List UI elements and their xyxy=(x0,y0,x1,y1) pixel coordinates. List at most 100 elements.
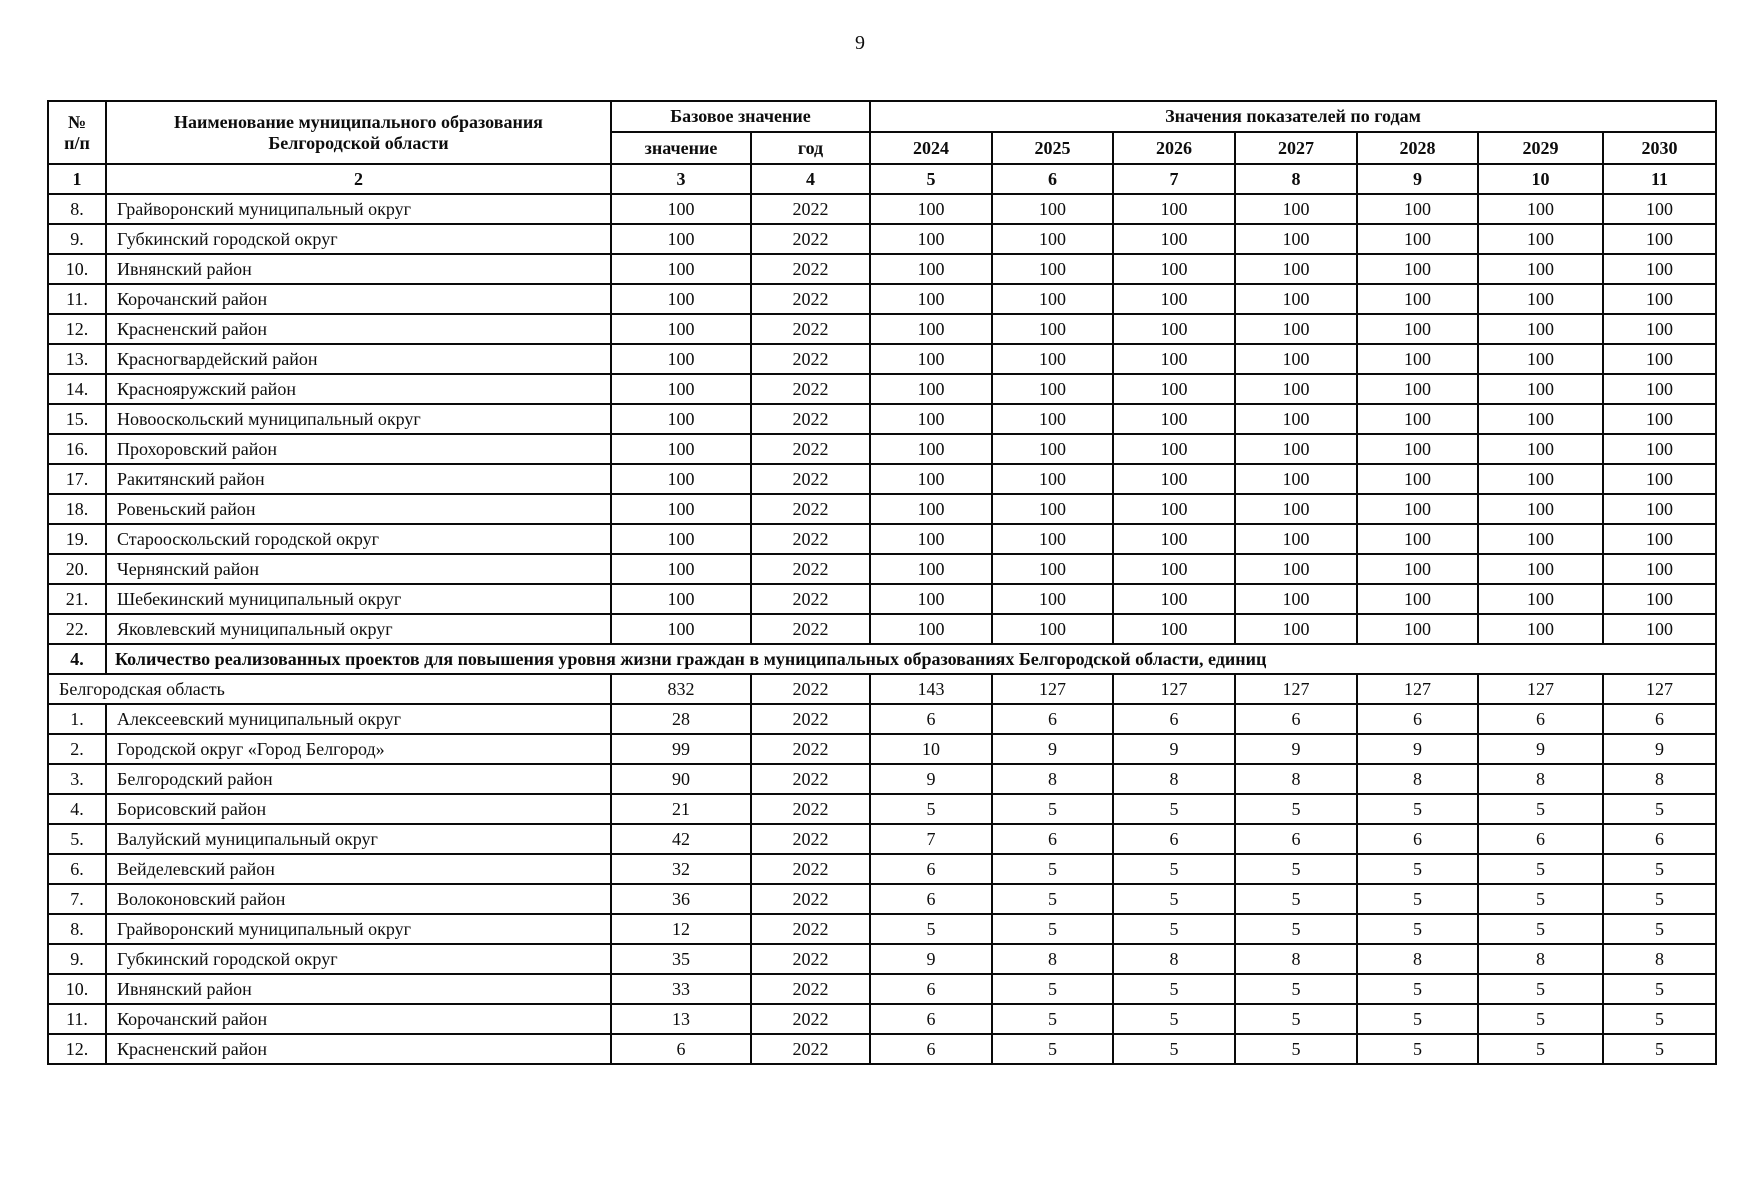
municipality-name: Шебекинский муниципальный округ xyxy=(105,583,612,615)
col-header-base-group: Базовое значение xyxy=(610,100,871,133)
year-column-header: 2025 xyxy=(991,131,1114,165)
year-value: 8 xyxy=(1112,763,1236,795)
year-value: 5 xyxy=(869,913,993,945)
year-value: 9 xyxy=(1356,733,1479,765)
year-value: 100 xyxy=(1356,283,1479,315)
year-value: 8 xyxy=(1356,943,1479,975)
municipality-name: Городской округ «Город Белгород» xyxy=(105,733,612,765)
year-value: 5 xyxy=(1356,1003,1479,1035)
base-value: 36 xyxy=(610,883,752,915)
year-value: 6 xyxy=(1356,703,1479,735)
base-value: 100 xyxy=(610,253,752,285)
year-value: 100 xyxy=(1356,433,1479,465)
year-value: 100 xyxy=(1234,463,1358,495)
base-value: 32 xyxy=(610,853,752,885)
table-row: 4. Борисовский район 21 2022 5 5 5 5 5 5 5 xyxy=(47,793,1718,825)
year-value: 5 xyxy=(991,883,1114,915)
municipality-name: Старооскольский городской округ xyxy=(105,523,612,555)
year-value: 5 xyxy=(991,793,1114,825)
row-number: 16. xyxy=(47,433,107,465)
base-value: 100 xyxy=(610,313,752,345)
year-value: 127 xyxy=(1112,673,1236,705)
row-number: 12. xyxy=(47,313,107,345)
year-value: 5 xyxy=(1477,1003,1604,1035)
year-value: 100 xyxy=(1477,313,1604,345)
year-value: 5 xyxy=(1477,883,1604,915)
base-value: 33 xyxy=(610,973,752,1005)
base-year: 2022 xyxy=(750,283,871,315)
municipality-name: Вейделевский район xyxy=(105,853,612,885)
municipality-name: Чернянский район xyxy=(105,553,612,585)
municipality-name: Краснояружский район xyxy=(105,373,612,405)
year-value: 100 xyxy=(1356,343,1479,375)
municipality-name: Ракитянский район xyxy=(105,463,612,495)
row-number: 11. xyxy=(47,1003,107,1035)
year-value: 100 xyxy=(1601,313,1718,345)
year-value: 100 xyxy=(869,343,993,375)
base-value: 35 xyxy=(610,943,752,975)
table-row: 7. Волоконовский район 36 2022 6 5 5 5 5 5 5 xyxy=(47,883,1718,915)
region-name: Белгородская область xyxy=(47,673,612,705)
row-number: 13. xyxy=(47,343,107,375)
base-value: 42 xyxy=(610,823,752,855)
col-header-num-line1: № xyxy=(67,111,87,132)
municipality-name: Корочанский район xyxy=(105,1003,612,1035)
year-value: 100 xyxy=(869,373,993,405)
year-value: 6 xyxy=(869,853,993,885)
year-value: 100 xyxy=(1477,373,1604,405)
year-value: 100 xyxy=(1234,223,1358,255)
row-number: 1. xyxy=(47,703,107,735)
year-value: 6 xyxy=(869,883,993,915)
column-index: 4 xyxy=(750,163,871,195)
row-number: 7. xyxy=(47,883,107,915)
year-column-header: 2028 xyxy=(1356,131,1479,165)
row-number: 8. xyxy=(47,913,107,945)
municipality-name: Корочанский район xyxy=(105,283,612,315)
year-value: 5 xyxy=(1234,1033,1358,1065)
year-value: 8 xyxy=(1601,943,1718,975)
year-value: 100 xyxy=(1601,343,1718,375)
row-number: 12. xyxy=(47,1033,107,1065)
table-row: 10. Ивнянский район 33 2022 6 5 5 5 5 5 5 xyxy=(47,973,1718,1005)
year-value: 100 xyxy=(1356,223,1479,255)
year-value: 100 xyxy=(1601,553,1718,585)
table-row: 8. Грайворонский муниципальный округ 12 202… xyxy=(47,913,1718,945)
year-value: 100 xyxy=(991,553,1114,585)
year-value: 6 xyxy=(869,973,993,1005)
year-value: 8 xyxy=(1112,943,1236,975)
base-value: 21 xyxy=(610,793,752,825)
table-row: 1. Алексеевский муниципальный округ 28 2022… xyxy=(47,703,1718,735)
year-value: 100 xyxy=(1112,433,1236,465)
municipality-name: Новооскольский муниципальный округ xyxy=(105,403,612,435)
row-number: 10. xyxy=(47,253,107,285)
municipality-name: Борисовский район xyxy=(105,793,612,825)
section-header-row: 4. Количество реализованных проектов для … xyxy=(47,643,1718,675)
year-value: 127 xyxy=(1477,673,1604,705)
year-value: 5 xyxy=(991,1003,1114,1035)
year-value: 100 xyxy=(1112,343,1236,375)
year-value: 6 xyxy=(1601,823,1718,855)
year-value: 5 xyxy=(991,973,1114,1005)
column-index-row: 1 2 3 4 5 6 7 8 9 10 11 xyxy=(47,163,1718,195)
year-value: 100 xyxy=(991,313,1114,345)
year-value: 100 xyxy=(1601,463,1718,495)
year-value: 100 xyxy=(1356,313,1479,345)
year-value: 100 xyxy=(1601,523,1718,555)
base-value: 6 xyxy=(610,1033,752,1065)
year-value: 100 xyxy=(1112,253,1236,285)
row-number: 11. xyxy=(47,283,107,315)
year-value: 100 xyxy=(1477,193,1604,225)
col-header-name-line1: Наименование муниципального образования xyxy=(174,111,543,132)
year-value: 100 xyxy=(1112,193,1236,225)
year-value: 100 xyxy=(1112,373,1236,405)
year-value: 100 xyxy=(1112,313,1236,345)
municipality-name: Прохоровский район xyxy=(105,433,612,465)
col-header-years-group: Значения показателей по годам xyxy=(868,100,1718,133)
year-value: 9 xyxy=(991,733,1114,765)
year-value: 100 xyxy=(1356,523,1479,555)
table-row: 6. Вейделевский район 32 2022 6 5 5 5 5 5 5 xyxy=(47,853,1718,885)
municipality-name: Валуйский муниципальный округ xyxy=(105,823,612,855)
municipality-name: Ивнянский район xyxy=(105,253,612,285)
table-row: 15. Новооскольский муниципальный округ 100… xyxy=(47,403,1718,435)
indicators-table: № п/п Наименование муниципального образо… xyxy=(47,100,1718,1065)
